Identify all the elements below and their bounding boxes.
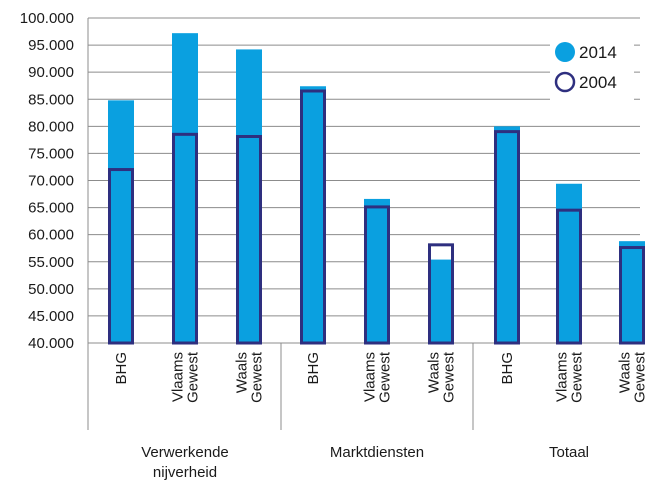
- category-label: BHG: [113, 352, 130, 385]
- bar-2004-outline: [172, 132, 198, 345]
- category-label: Waals: [617, 352, 634, 393]
- group-label: Verwerkende: [141, 444, 229, 461]
- bar-2004-outline: [494, 130, 520, 345]
- group-separators: [87, 343, 474, 430]
- category-label: BHG: [499, 352, 516, 385]
- legend-marker-2004: [554, 71, 576, 93]
- bar-2014: [300, 86, 326, 343]
- category-label: Waals: [426, 352, 443, 393]
- y-tick-label: 80.000: [28, 118, 74, 135]
- category-label: Gewest: [185, 351, 202, 403]
- bar-2014: [108, 100, 134, 343]
- y-tick-label: 50.000: [28, 281, 74, 298]
- category-label: Gewest: [569, 351, 586, 403]
- bar-2014: [236, 49, 262, 344]
- group-label: Totaal: [549, 444, 589, 461]
- category-label: Gewest: [632, 351, 649, 403]
- y-tick-label: 85.000: [28, 91, 74, 108]
- bars: [108, 33, 645, 345]
- category-label: Vlaams: [554, 352, 571, 402]
- category-label: Gewest: [441, 351, 458, 403]
- category-label: Gewest: [249, 351, 266, 403]
- y-tick-label: 40.000: [28, 335, 74, 352]
- bar-2004-outline: [556, 208, 582, 345]
- y-tick-label: 55.000: [28, 254, 74, 271]
- category-label: BHG: [305, 352, 322, 385]
- bar-2014: [428, 259, 454, 343]
- group-labels: Verwerkende nijverheid Marktdiensten Totaal: [141, 444, 589, 481]
- y-tick-label: 70.000: [28, 173, 74, 190]
- y-tick-label: 90.000: [28, 64, 74, 81]
- group-label: nijverheid: [153, 464, 217, 481]
- bar-2014: [494, 126, 520, 343]
- y-tick-label: 45.000: [28, 308, 74, 325]
- y-tick-label: 65.000: [28, 200, 74, 217]
- legend-label-2014: 2014: [579, 43, 617, 62]
- bar-2004-outline: [619, 246, 645, 345]
- bar-2004-outline: [300, 89, 326, 345]
- bar-2014: [172, 33, 198, 344]
- bar-2014: [619, 241, 645, 343]
- category-label: Waals: [234, 352, 251, 393]
- group-label: Marktdiensten: [330, 444, 424, 461]
- legend: 2014 2004: [550, 30, 634, 100]
- y-tick-label: 95.000: [28, 37, 74, 54]
- bar-2004-outline: [364, 205, 390, 345]
- bar-2014: [556, 183, 582, 343]
- y-axis-ticks: 40.000 45.000 50.000 55.000 60.000 65.000 70.0…: [20, 10, 74, 352]
- category-label: Vlaams: [170, 352, 187, 402]
- bar-2014: [364, 198, 390, 343]
- y-tick-label: 60.000: [28, 227, 74, 244]
- bar-2004-outline: [428, 243, 454, 345]
- legend-label-2004: 2004: [579, 73, 617, 92]
- bar-2004-outline: [236, 135, 262, 345]
- bar-2004-outline: [108, 168, 134, 345]
- category-label: Gewest: [377, 351, 394, 403]
- legend-marker-2014: [555, 42, 575, 62]
- category-label: Vlaams: [362, 352, 379, 402]
- y-tick-label: 100.000: [20, 10, 74, 27]
- y-tick-label: 75.000: [28, 145, 74, 162]
